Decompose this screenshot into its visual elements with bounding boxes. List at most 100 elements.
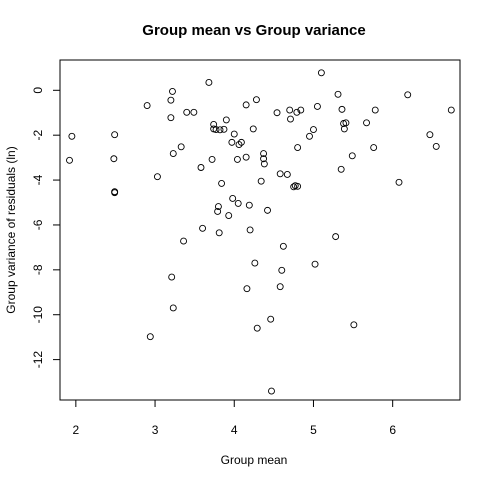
data-point — [310, 126, 317, 134]
data-point — [334, 90, 342, 98]
data-point — [348, 152, 356, 160]
data-point — [183, 108, 191, 116]
data-point — [169, 304, 177, 312]
data-point — [243, 285, 251, 293]
data-point — [363, 119, 370, 127]
x-tick-label: 6 — [389, 423, 396, 437]
data-point — [294, 144, 302, 151]
data-point — [177, 143, 185, 151]
data-point — [337, 165, 345, 173]
data-point — [313, 103, 321, 110]
data-point — [279, 242, 287, 250]
data-point — [245, 201, 253, 209]
data-point — [242, 101, 250, 109]
data-point — [290, 183, 298, 191]
y-tick-label: -2 — [31, 130, 45, 141]
data-point — [276, 283, 284, 291]
data-point — [216, 126, 224, 134]
data-point — [68, 132, 76, 140]
data-point — [294, 182, 302, 190]
data-point — [253, 324, 261, 332]
chart-title: Group mean vs Group variance — [142, 22, 365, 39]
y-tick-label: -6 — [31, 219, 45, 230]
data-point — [251, 259, 259, 267]
data-point — [350, 321, 358, 329]
x-tick-label: 5 — [310, 423, 317, 437]
data-point — [426, 131, 434, 139]
data-point — [371, 106, 379, 114]
plot-frame — [59, 59, 461, 401]
data-point — [169, 87, 176, 95]
data-point — [233, 155, 241, 163]
data-point — [252, 96, 260, 104]
data-point — [190, 108, 198, 116]
y-axis: 0 -2 -4 -6 -8 -10 -12 — [31, 87, 60, 369]
data-point — [229, 195, 237, 202]
data-point — [199, 224, 207, 232]
data-point — [205, 78, 213, 86]
x-tick-label: 4 — [231, 423, 238, 437]
data-point — [230, 130, 238, 138]
data-point — [276, 170, 284, 178]
x-axis-label: Group mean — [221, 453, 288, 467]
data-points — [66, 69, 455, 395]
data-point — [293, 108, 301, 116]
data-point — [220, 125, 228, 133]
y-tick-label: -8 — [31, 264, 45, 275]
data-point — [311, 260, 319, 268]
y-tick-label: -4 — [31, 174, 45, 185]
data-point — [146, 333, 154, 341]
data-point — [237, 138, 245, 146]
data-point — [246, 226, 254, 234]
data-point — [234, 199, 242, 207]
data-point — [297, 106, 305, 114]
y-axis-label: Group variance of residuals (ln) — [4, 146, 18, 313]
data-point — [215, 229, 223, 237]
data-point — [222, 116, 230, 124]
data-point — [225, 212, 233, 219]
data-point — [153, 173, 161, 181]
data-point — [286, 106, 294, 114]
data-point — [332, 233, 340, 241]
data-point — [208, 155, 216, 163]
data-point — [306, 132, 313, 140]
y-tick-label: -12 — [31, 351, 45, 369]
data-point — [249, 125, 257, 133]
x-axis: 2 3 4 5 6 — [72, 400, 396, 437]
data-point — [218, 179, 226, 187]
y-tick-label: 0 — [31, 87, 45, 94]
data-point — [273, 109, 281, 117]
data-point — [268, 387, 275, 395]
data-point — [111, 131, 119, 139]
data-point — [242, 153, 250, 161]
data-point — [267, 315, 275, 323]
x-tick-label: 2 — [72, 423, 79, 437]
data-point — [287, 115, 294, 123]
data-point — [66, 156, 73, 164]
data-point — [395, 178, 403, 186]
data-point — [143, 102, 151, 110]
data-point — [228, 138, 236, 146]
data-point — [447, 106, 455, 114]
data-point — [283, 171, 291, 178]
x-tick-label: 3 — [152, 423, 159, 437]
data-point — [214, 203, 222, 210]
data-point — [168, 273, 176, 281]
data-point — [167, 96, 175, 104]
data-point — [180, 237, 188, 245]
data-point — [260, 160, 268, 168]
data-point — [370, 144, 378, 151]
data-point — [260, 150, 268, 158]
data-point — [264, 206, 271, 214]
data-point — [167, 114, 175, 122]
data-point — [404, 91, 412, 99]
data-point — [214, 208, 222, 215]
data-point — [235, 141, 243, 149]
data-point — [212, 126, 220, 134]
data-point — [317, 69, 325, 77]
data-point — [342, 119, 350, 127]
data-point — [110, 155, 118, 163]
data-point — [111, 189, 119, 197]
data-point — [278, 266, 286, 274]
